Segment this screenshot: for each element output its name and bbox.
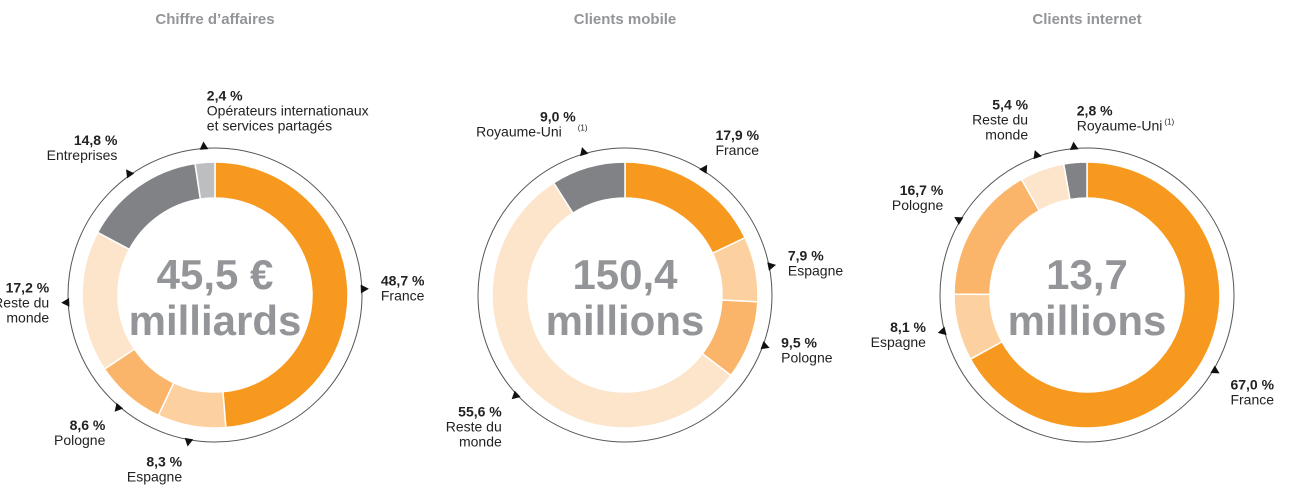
value-label: 5,4 %: [992, 97, 1028, 113]
outline: [939, 147, 1235, 443]
category-label: France: [715, 142, 759, 158]
value-label: 8,1 %: [890, 319, 926, 335]
category-label: Royaume-Uni: [476, 123, 562, 139]
value-label: 2,8 %: [1077, 103, 1113, 119]
donut-segment: [624, 161, 747, 255]
pointer: [1033, 150, 1042, 160]
pointer: [126, 169, 135, 179]
category-label: Opérateurs internationaux et services par…: [207, 102, 369, 133]
donut-segment: [969, 161, 1221, 429]
pointer: [61, 297, 70, 307]
category-label: Espagne: [871, 334, 926, 350]
segment-label: 67,0 %France: [1230, 376, 1274, 407]
chart-title: Clients mobile: [574, 11, 677, 28]
segment-label: 8,1 %Espagne: [871, 319, 927, 350]
segment-label: 48,7 %France: [381, 272, 425, 303]
segment-label: 8,3 %Espagne: [127, 453, 183, 484]
value-label: 67,0 %: [1230, 376, 1274, 392]
center-label: 13,7: [1046, 251, 1128, 298]
pointer: [1210, 365, 1220, 374]
value-label: 16,7 %: [900, 182, 944, 198]
donut-segment: [1062, 161, 1088, 201]
center-label: milliards: [129, 297, 302, 344]
category-label: Espagne: [788, 262, 843, 278]
footnote-mark: (1): [1164, 118, 1174, 127]
pointer: [937, 326, 947, 336]
value-label: 17,2 %: [6, 280, 50, 296]
segment-label: 17,9 %France: [715, 127, 759, 158]
segment-label: 8,6 %Pologne: [54, 417, 106, 448]
center-label: 45,5 €: [157, 251, 274, 298]
category-note: (1): [578, 123, 588, 132]
pointer: [1069, 141, 1079, 151]
segment-label: 7,9 %Espagne: [788, 247, 843, 278]
pointer: [760, 341, 770, 350]
value-label: 9,5 %: [781, 335, 817, 351]
pointer: [184, 437, 194, 447]
donut-segment: [953, 178, 1041, 296]
pointer: [360, 284, 369, 294]
pointer: [954, 217, 964, 225]
center-label: millions: [546, 297, 705, 344]
segment-label: 55,6 %Reste du monde: [446, 404, 503, 450]
pointer: [699, 164, 708, 174]
footnote-mark: (1): [578, 123, 588, 132]
category-note: (1): [1164, 118, 1174, 127]
center-label: 150,4: [572, 251, 678, 298]
donut-segment: [214, 161, 349, 429]
segment-label: 9,0 %Royaume-Uni (1): [476, 108, 588, 139]
donut-segment: [194, 161, 216, 200]
pointer: [199, 141, 209, 150]
value-label: 2,4 %: [207, 87, 243, 103]
pointer: [511, 390, 521, 400]
chart-title: Clients internet: [1032, 11, 1141, 28]
category-label: France: [1230, 391, 1274, 407]
value-label: 7,9 %: [788, 247, 824, 263]
chart-title: Chiffre d’affaires: [155, 11, 274, 28]
value-label: 48,7 %: [381, 272, 425, 288]
category-label: Pologne: [781, 350, 833, 366]
segment-label: 14,8 %Entreprises: [47, 132, 118, 163]
donut-segment: [552, 161, 626, 215]
donut-segment: [81, 231, 136, 371]
value-label: 8,6 %: [70, 417, 106, 433]
category-label: Pologne: [892, 197, 944, 213]
value-label: 8,3 %: [146, 453, 182, 469]
segment-label: 9,5 %Pologne: [781, 335, 833, 366]
segment-label: 5,4 %Reste du monde: [972, 97, 1029, 143]
value-label: 55,6 %: [458, 404, 502, 420]
pointer: [580, 147, 589, 157]
outline: [477, 147, 773, 443]
value-label: 14,8 %: [74, 132, 118, 148]
pointer: [767, 262, 777, 271]
value-label: 17,9 %: [715, 127, 759, 143]
value-label: 9,0 %: [540, 108, 576, 124]
center-label: millions: [1008, 297, 1167, 344]
segment-label: 16,7 %Pologne: [892, 182, 944, 213]
donut-segment: [491, 181, 732, 429]
category-label: France: [381, 287, 425, 303]
category-label: Pologne: [54, 432, 106, 448]
category-label: Royaume-Uni: [1077, 118, 1163, 134]
outline: [67, 147, 363, 443]
category-label: Entreprises: [47, 147, 118, 163]
donut-segment: [96, 162, 202, 251]
segment-label: 2,8 %Royaume-Uni (1): [1077, 103, 1175, 134]
category-label: Espagne: [127, 468, 182, 484]
pointer: [114, 402, 124, 412]
segment-label: 2,4 %Opérateurs internationaux et service…: [207, 87, 369, 133]
